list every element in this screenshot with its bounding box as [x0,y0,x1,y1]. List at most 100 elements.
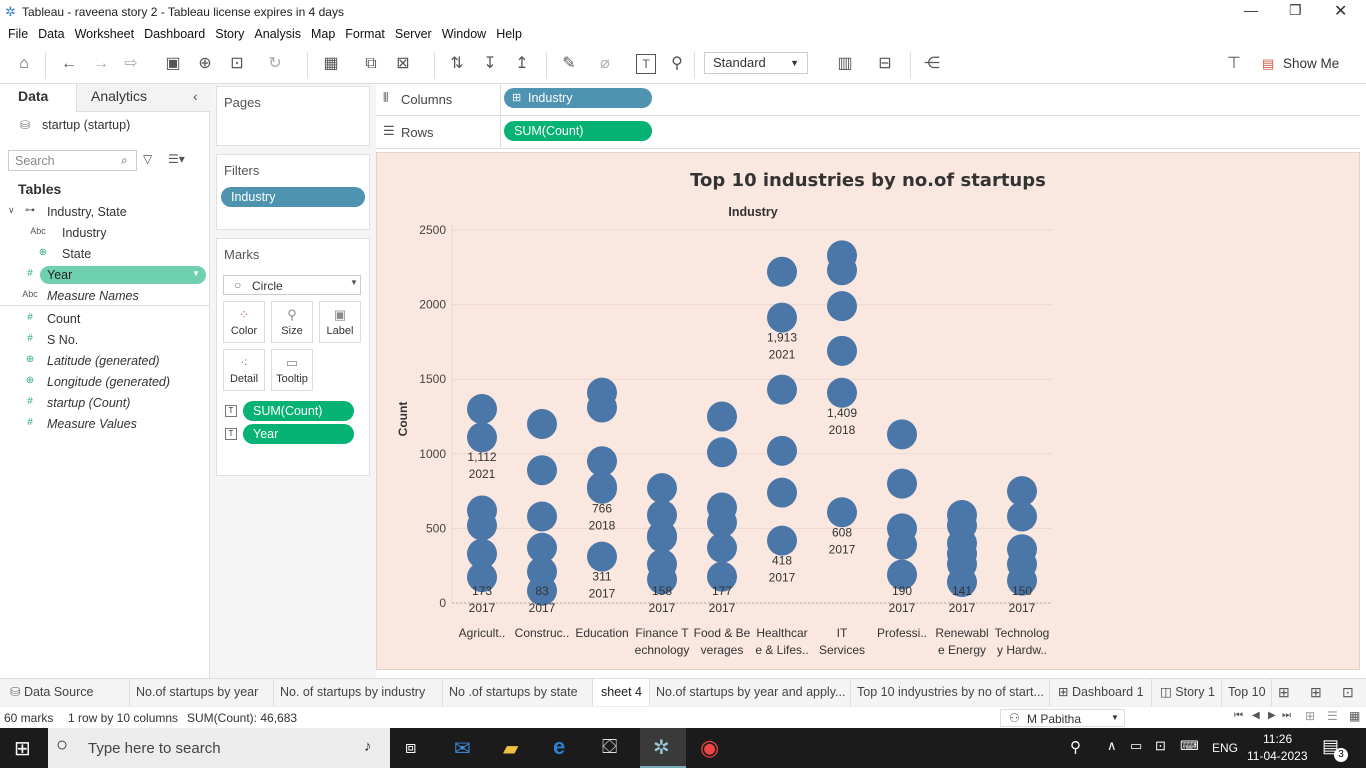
data-point[interactable] [767,374,797,405]
tray-chevron-up-icon[interactable]: ∧ [1107,738,1117,753]
close-button[interactable]: ✕ [1334,3,1348,20]
scatter-chart[interactable]: Top 10 industries by no.of startups Indu… [377,153,1361,671]
collapse-icon[interactable]: ‹ [193,88,198,104]
keyboard-icon[interactable]: ⌨ [1180,738,1199,753]
menu-analysis[interactable]: Analysis [254,27,301,41]
data-point[interactable] [1007,476,1037,507]
user-menu[interactable]: ⚇ M Pabitha ▼ [1000,709,1125,727]
clock-date[interactable]: 11-04-2023 [1247,749,1308,763]
tableau-taskbar-button[interactable]: ✲ [640,728,686,768]
menu-map[interactable]: Map [310,27,336,41]
group-icon[interactable]: ⌀ [600,55,610,72]
field-measure-names[interactable]: Abc Measure Names [0,286,210,306]
data-point[interactable] [527,575,557,606]
grid-view-icon[interactable]: ⊞ [1305,709,1316,723]
detail-button[interactable]: ⁖ Detail [223,349,265,391]
mark-type-select[interactable]: ○ Circle ▼ [223,275,361,295]
share-icon[interactable]: ⋲ [924,55,940,72]
new-worksheet-icon[interactable]: ⊞ [1278,684,1290,700]
data-point[interactable] [887,419,917,450]
data-point[interactable] [707,561,737,592]
field-latitude[interactable]: ⊕ Latitude (generated) [0,351,210,371]
pages-card[interactable]: Pages [216,86,370,146]
data-point[interactable] [647,564,677,595]
mail-icon[interactable]: ✉ [454,738,471,760]
duplicate-sheet-icon[interactable]: ⧉ [365,55,377,72]
nav-next-icon[interactable]: ▶ [1268,710,1276,721]
data-point[interactable] [587,392,617,423]
label-button[interactable]: ▣ Label [319,301,361,343]
field-count[interactable]: # Count [0,309,210,329]
sort-ascending-icon[interactable]: ↧ [483,55,497,72]
data-point[interactable] [707,401,737,432]
sort-descending-icon[interactable]: ↥ [515,55,529,72]
show-me-icon[interactable]: ▤ [1262,56,1275,71]
language-indicator[interactable]: ENG [1212,741,1239,755]
field-state[interactable]: ⊕ State [0,244,210,264]
data-point[interactable] [647,499,677,530]
tab-story-1[interactable]: ◫ Story 1 [1152,679,1222,706]
data-point[interactable] [887,468,917,499]
data-point[interactable] [527,408,557,439]
file-explorer-icon[interactable]: ▰ [503,738,519,760]
tab-startups-by-state[interactable]: No .of startups by state [443,679,593,706]
presentation-mode-icon[interactable]: ⊟ [878,55,892,72]
microphone-icon[interactable]: ♪ [364,738,372,755]
data-point[interactable] [827,335,857,366]
redo-icon[interactable]: → [93,55,109,72]
data-point[interactable] [467,422,497,453]
tab-top-10[interactable]: Top 10 [1222,679,1272,706]
data-point[interactable] [887,559,917,590]
chrome-icon[interactable]: ◉ [700,735,720,760]
field-industry-state[interactable]: ∨ ⊶ Industry, State [8,205,127,219]
fit-select[interactable]: Standard ▼ [704,52,808,74]
data-point[interactable] [467,562,497,593]
datasource-name[interactable]: startup (startup) [42,118,131,132]
filter-icon[interactable]: ▽ [143,152,153,166]
tab-dashboard-1[interactable]: ⊞ Dashboard 1 [1050,679,1152,706]
edge-icon[interactable]: e [553,734,566,759]
tab-data[interactable]: Data [0,84,76,112]
filter-industry-pill[interactable]: Industry [221,187,365,207]
field-startup-count[interactable]: # startup (Count) [0,393,210,413]
highlight-icon[interactable]: ✎ [562,55,576,72]
menu-story[interactable]: Story [215,27,245,41]
menu-window[interactable]: Window [441,27,487,41]
show-me-button[interactable]: Show Me [1283,56,1340,71]
field-sno[interactable]: # S No. [0,330,210,350]
tab-startups-by-year[interactable]: No.of startups by year [130,679,274,706]
menu-server[interactable]: Server [394,27,432,41]
list-view-icon[interactable]: ☰ [1327,709,1338,723]
rows-shelf[interactable]: ☰ Rows SUM(Count) [376,117,1360,149]
menu-worksheet[interactable]: Worksheet [74,27,135,41]
taskbar-search[interactable]: ○ Type here to search ♪ [48,728,390,768]
columns-shelf[interactable]: ⫴ Columns ⊞ Industry [376,84,1360,116]
data-point[interactable] [527,532,557,563]
view-options-icon[interactable]: ☰▾ [168,152,185,166]
tab-analytics[interactable]: Analytics ‹ [76,84,210,112]
data-point[interactable] [587,541,617,572]
show-cards-icon[interactable]: ▥ [837,55,853,72]
columns-industry-pill[interactable]: ⊞ Industry [504,88,652,108]
data-point[interactable] [647,473,677,504]
data-point[interactable] [827,497,857,528]
menu-help[interactable]: Help [496,27,522,41]
undo-icon[interactable]: ← [61,55,77,72]
tab-startups-by-year-and-apply[interactable]: No.of startups by year and apply... [650,679,851,706]
new-worksheet-icon[interactable]: ▦ [323,55,339,72]
data-point[interactable] [827,291,857,322]
network-icon[interactable]: ⊡ [1155,738,1166,753]
restore-button[interactable]: ❐ [1289,2,1302,18]
marks-sum-count-pill[interactable]: SUM(Count) [243,401,354,421]
data-point[interactable] [647,522,677,553]
task-view-icon[interactable]: ⧈ [405,737,417,757]
data-point[interactable] [467,510,497,541]
fix-axes-icon[interactable]: ⚲ [671,55,683,72]
data-point[interactable] [467,394,497,425]
nav-first-icon[interactable]: ⏮ [1234,710,1243,721]
battery-icon[interactable]: ▭ [1130,738,1143,753]
data-point[interactable] [767,302,797,333]
search-input[interactable]: Search ⌕ [8,150,137,171]
nav-prev-icon[interactable]: ◀ [1252,710,1260,721]
expand-icon[interactable]: ∨ [8,205,15,215]
